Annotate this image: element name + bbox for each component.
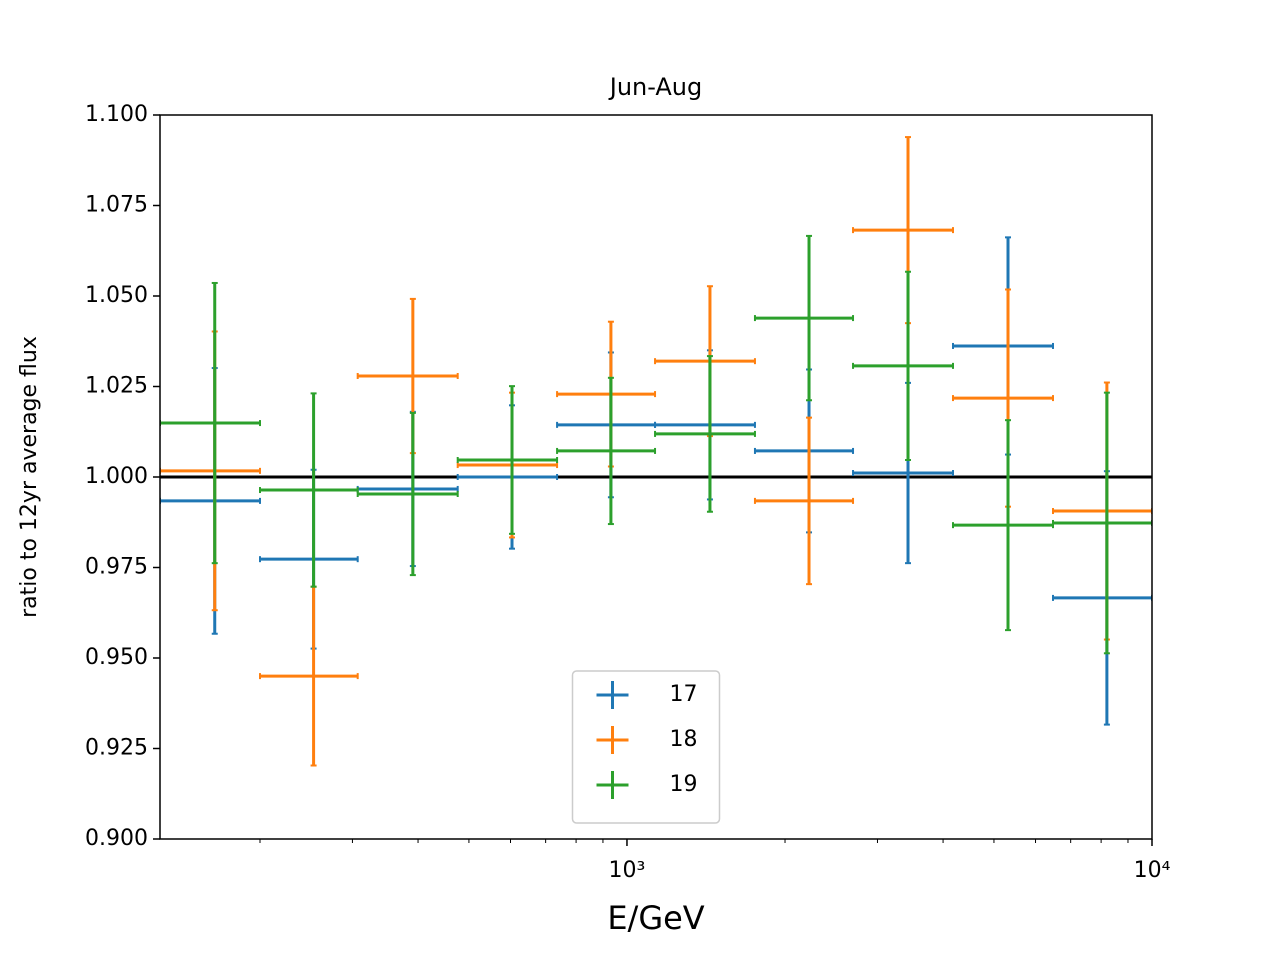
plot-area (160, 136, 1152, 767)
error-point (356, 297, 459, 455)
error-point (753, 234, 855, 402)
error-point (654, 355, 756, 513)
y-tick-label: 1.100 (85, 102, 148, 127)
x-tick-label: 10³ (609, 858, 646, 883)
error-point (160, 281, 261, 565)
y-tick-label: 1.075 (85, 193, 148, 218)
x-axis-label: E/GeV (607, 899, 704, 937)
error-point (654, 285, 756, 438)
error-point (258, 585, 359, 767)
y-tick-label: 0.925 (85, 736, 148, 761)
error-point (753, 416, 855, 586)
error-point (160, 330, 261, 612)
error-point (951, 419, 1055, 632)
x-tick-label: 10⁴ (1134, 858, 1171, 883)
error-point (456, 385, 559, 535)
error-point (556, 376, 657, 526)
error-point (556, 320, 657, 468)
error-point (852, 270, 954, 461)
error-point (258, 468, 359, 650)
legend-label: 19 (670, 772, 698, 797)
error-point (1052, 391, 1152, 655)
error-point (753, 368, 855, 534)
y-tick-label: 1.025 (85, 374, 148, 399)
y-tick-label: 1.000 (85, 464, 148, 489)
error-point (258, 392, 359, 588)
error-point (852, 136, 954, 325)
y-tick-label: 1.050 (85, 283, 148, 308)
y-tick-label: 0.950 (85, 645, 148, 670)
y-axis-label: ratio to 12yr average flux (17, 336, 42, 618)
error-point (456, 404, 559, 550)
error-point (951, 288, 1055, 508)
chart-title: Jun-Aug (608, 73, 703, 101)
y-tick-label: 0.975 (85, 555, 148, 580)
error-point (356, 410, 459, 568)
error-point (951, 236, 1055, 456)
legend-label: 17 (670, 682, 698, 707)
error-point (852, 381, 954, 565)
error-point (356, 411, 459, 577)
error-point (1052, 470, 1152, 726)
legend-label: 18 (670, 727, 698, 752)
error-point (1052, 381, 1152, 641)
error-point (160, 367, 261, 635)
y-tick-label: 0.900 (85, 826, 148, 851)
error-point (456, 391, 559, 539)
